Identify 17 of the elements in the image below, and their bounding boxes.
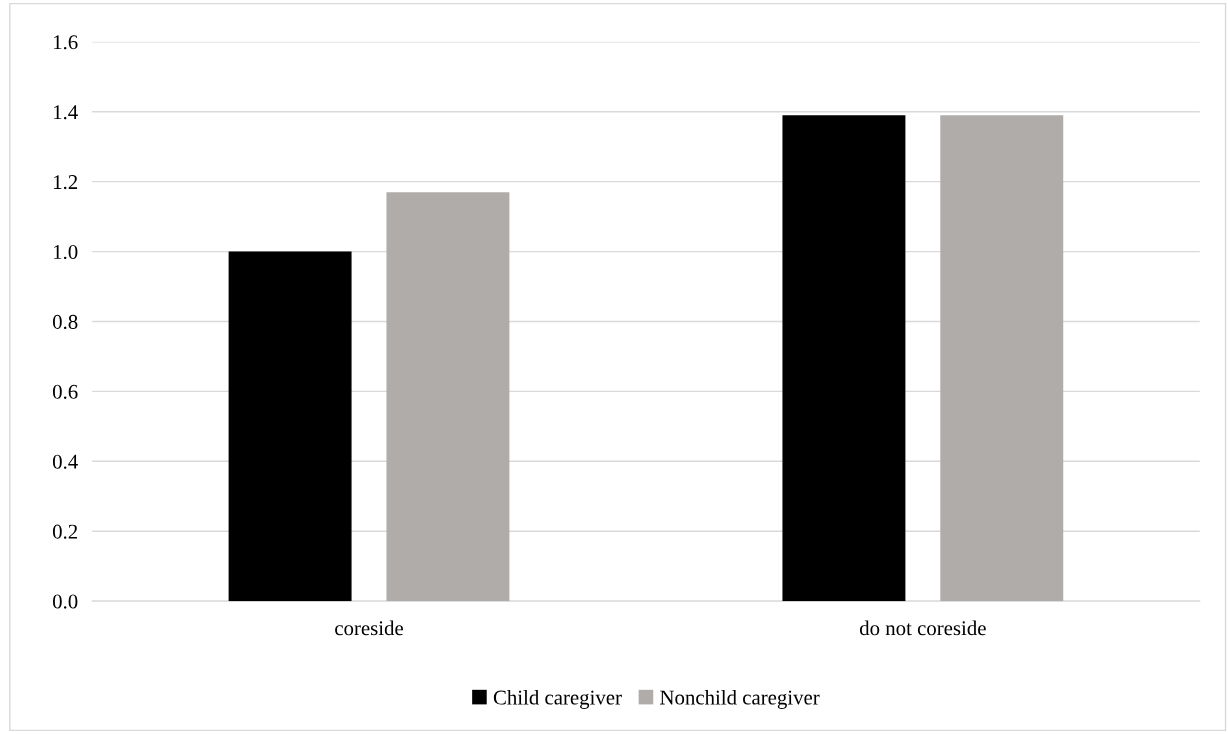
y-tick-label: 0.6 xyxy=(52,384,78,399)
bar xyxy=(386,192,510,602)
y-tick-label: 1.4 xyxy=(54,105,78,120)
y-tick-label: 1.0 xyxy=(54,244,78,260)
bar xyxy=(940,115,1064,602)
y-tick-label: 0.8 xyxy=(52,314,78,330)
y-tick-label: 1.6 xyxy=(54,35,78,50)
bar xyxy=(228,251,352,602)
y-tick-label: 1.2 xyxy=(54,175,78,190)
x-tick-label: coreside xyxy=(335,620,403,636)
bar xyxy=(782,115,906,602)
y-tick-label: 0.4 xyxy=(52,454,78,469)
x-tick-label: do not coreside xyxy=(859,620,986,636)
legend-label: Nonchild caregiver xyxy=(660,689,820,709)
legend-label: Child caregiver xyxy=(493,689,622,709)
y-tick-label: 0.2 xyxy=(52,524,78,539)
y-tick-label: 0.0 xyxy=(52,594,78,609)
